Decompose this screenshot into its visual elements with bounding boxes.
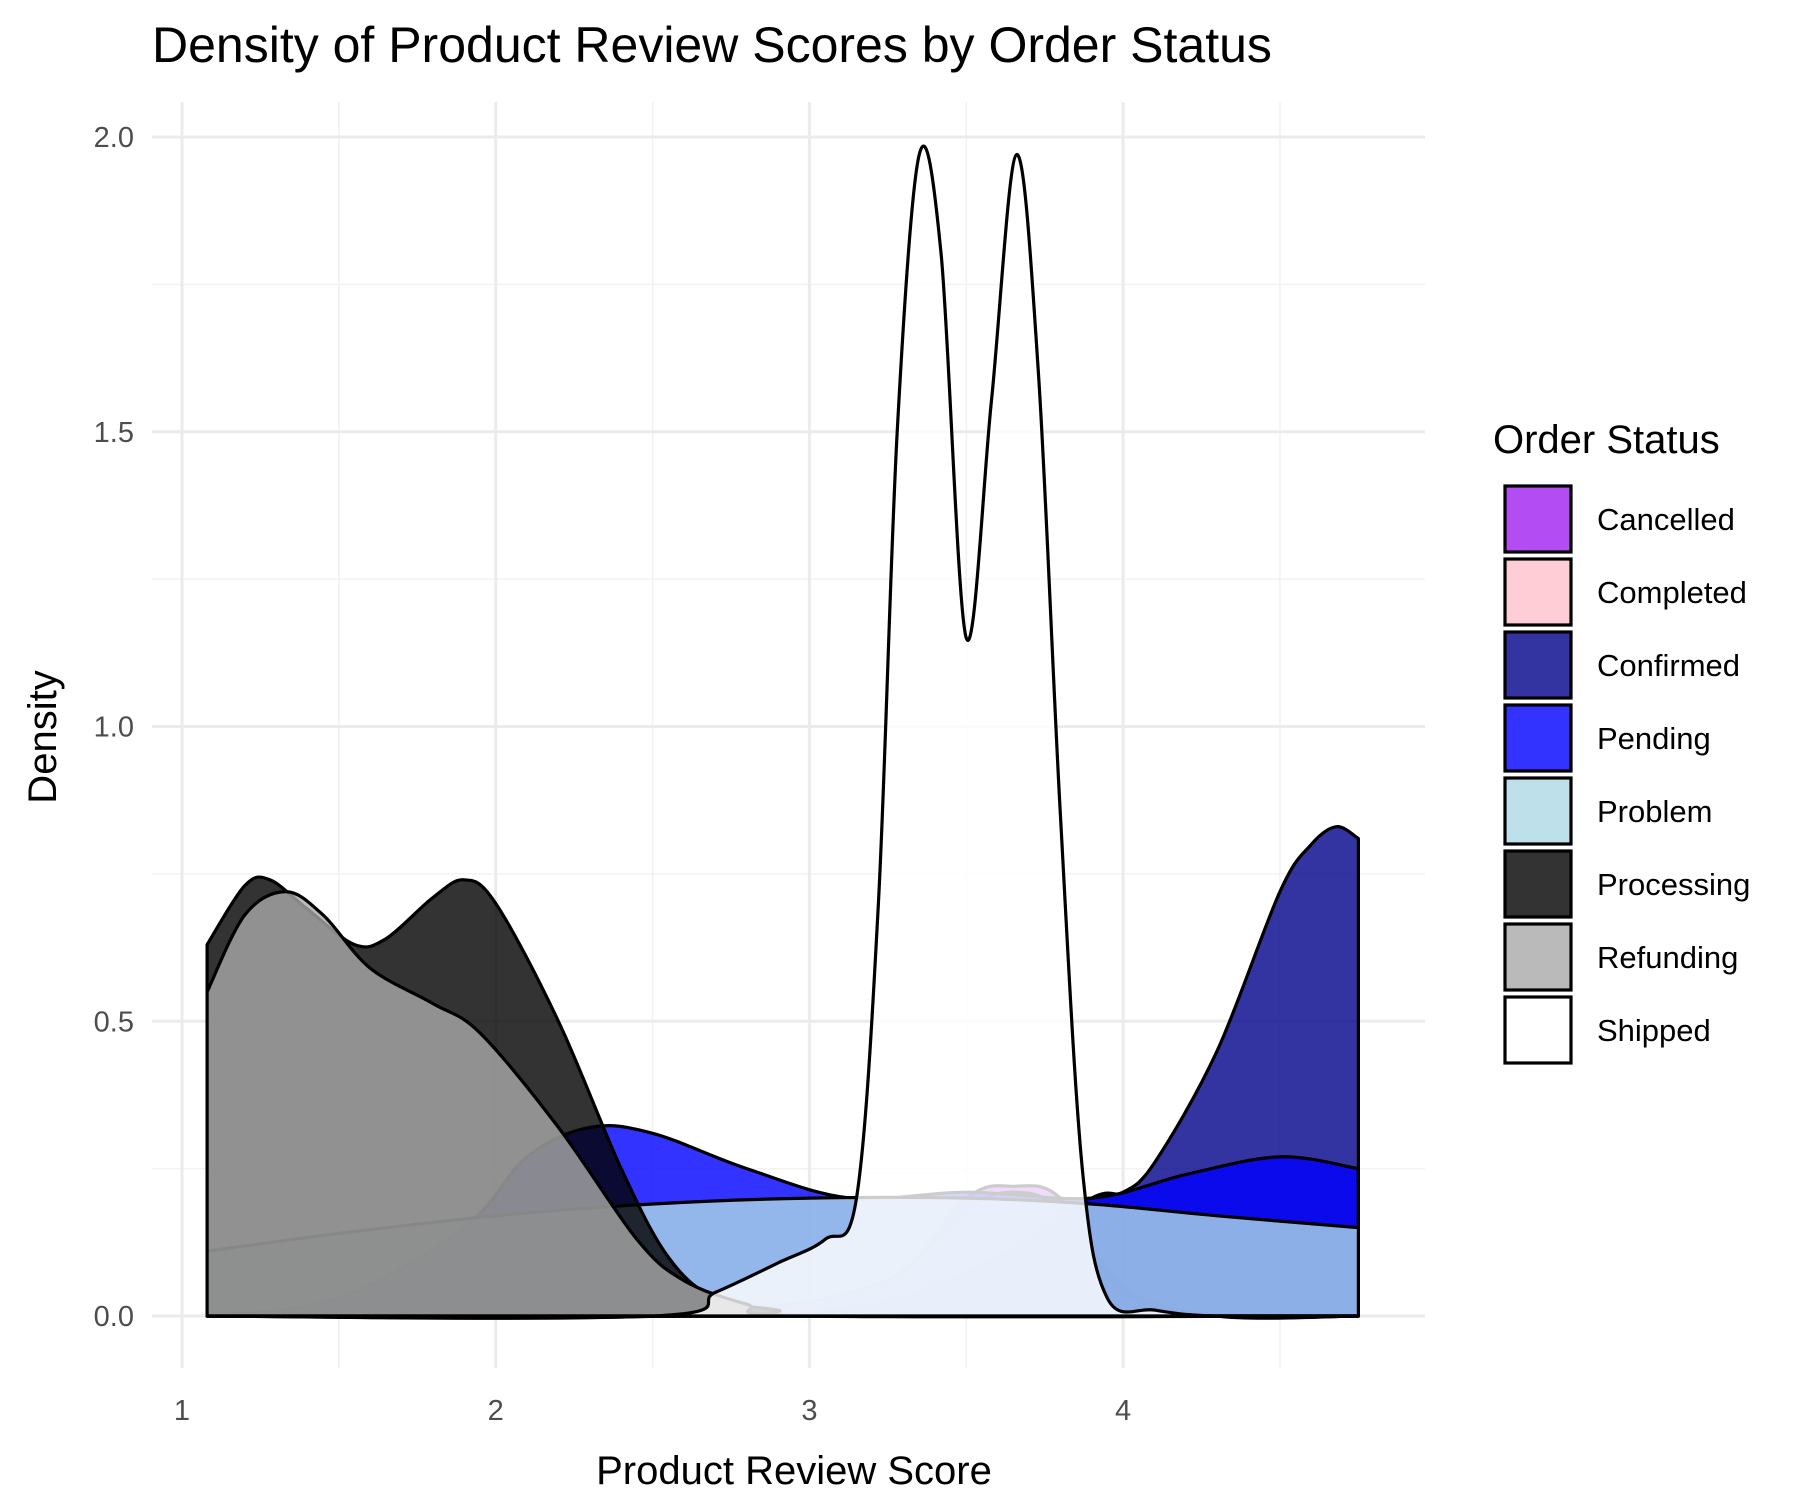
x-tick-label: 4 <box>1115 1395 1131 1427</box>
legend-label-refunding: Refunding <box>1597 940 1738 975</box>
legend-key-processing <box>1503 849 1573 919</box>
legend-label-confirmed: Confirmed <box>1597 648 1740 683</box>
legend-label-completed: Completed <box>1597 575 1747 610</box>
x-tick-label: 3 <box>801 1395 817 1427</box>
density-area-shipped <box>205 144 1360 1320</box>
legend-label-problem: Problem <box>1597 794 1712 829</box>
legend-items: Cancelled Completed Confirmed Pending Proble… <box>1503 484 1750 1065</box>
legend-label-cancelled: Cancelled <box>1597 502 1735 537</box>
legend-key-completed <box>1503 557 1573 627</box>
y-tick-label: 1.5 <box>94 417 134 449</box>
x-tick-label: 2 <box>488 1395 504 1427</box>
legend-label-shipped: Shipped <box>1597 1013 1711 1048</box>
legend-key-problem <box>1503 776 1573 846</box>
legend-key-cancelled <box>1503 484 1573 554</box>
x-axis-title: Product Review Score <box>596 1449 992 1493</box>
y-tick-label: 0.0 <box>94 1301 134 1333</box>
legend-title: Order Status <box>1493 418 1720 462</box>
density-areas <box>205 144 1360 1320</box>
chart-title: Density of Product Review Scores by Orde… <box>152 17 1272 73</box>
legend-label-pending: Pending <box>1597 721 1711 756</box>
y-tick-label: 1.0 <box>94 712 134 744</box>
x-axis-ticks: 1 2 3 4 <box>174 1395 1131 1427</box>
legend-key-shipped <box>1503 995 1573 1065</box>
legend-key-confirmed <box>1503 630 1573 700</box>
legend-key-refunding <box>1503 922 1573 992</box>
x-tick-label: 1 <box>174 1395 190 1427</box>
y-axis-ticks: 0.0 0.5 1.0 1.5 2.0 <box>94 122 134 1333</box>
y-axis-title: Density <box>21 670 65 803</box>
legend-key-pending <box>1503 703 1573 773</box>
legend: Order Status Cancelled Completed Confirmed… <box>1493 418 1750 1065</box>
legend-label-processing: Processing <box>1597 867 1750 902</box>
y-tick-label: 2.0 <box>94 122 134 154</box>
y-tick-label: 0.5 <box>94 1006 134 1038</box>
